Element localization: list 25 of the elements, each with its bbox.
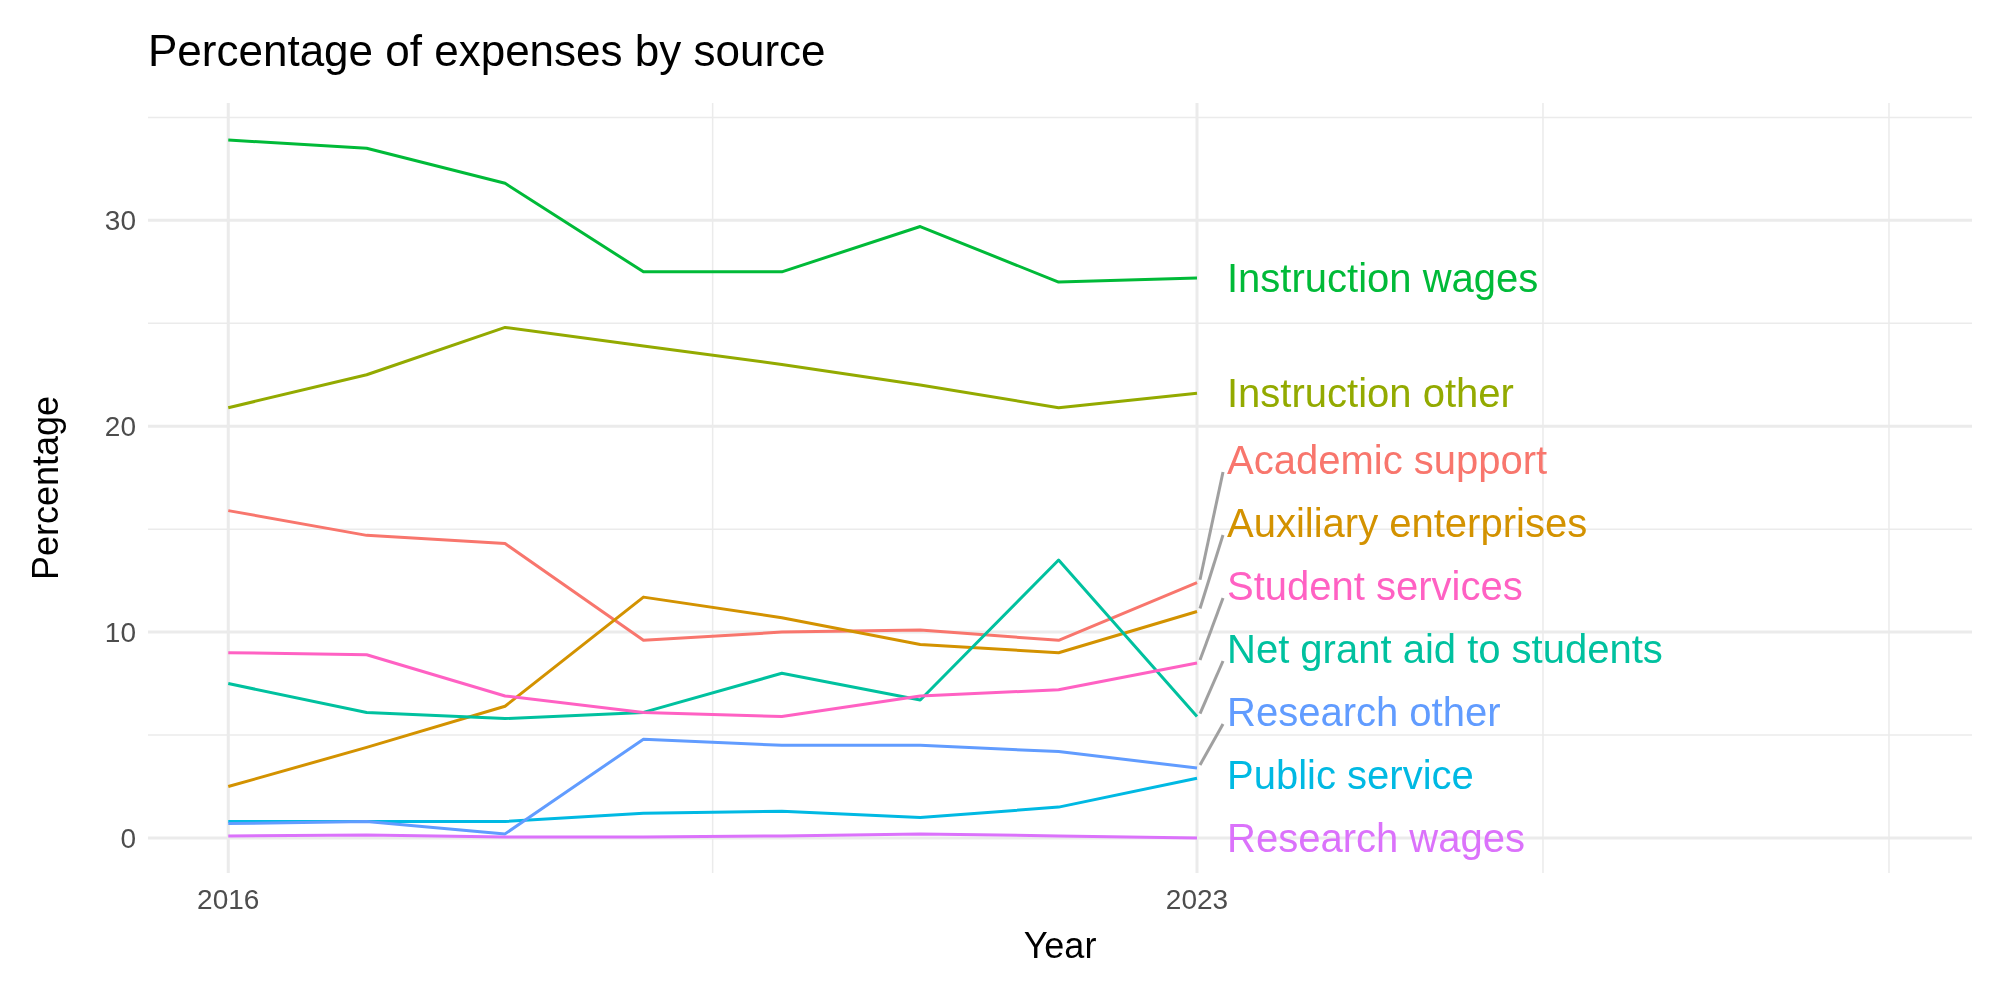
- text: Academic support: [1227, 438, 1548, 482]
- series-label: Auxiliary enterprises: [1227, 501, 1588, 545]
- series-label: Research wages: [1227, 816, 1525, 860]
- y-tick-label: 10: [104, 616, 136, 648]
- y-tick-label: 30: [104, 205, 136, 237]
- line-series: [226, 595, 1199, 789]
- series-label: Instruction wages: [1227, 256, 1539, 300]
- x-tick-label: 2023: [1165, 884, 1229, 915]
- line-series: [226, 737, 1199, 836]
- x-axis-title: Year: [1023, 925, 1097, 966]
- series-label: Research other: [1227, 690, 1501, 734]
- chart-title: Percentage of expenses by source: [148, 26, 826, 75]
- y-axis-title: Percentage: [25, 395, 66, 581]
- series-label: Public service: [1227, 753, 1474, 797]
- line-series: [226, 651, 1199, 719]
- line-series: [226, 138, 1199, 284]
- x-tick-label: 2016: [197, 884, 260, 915]
- y-tick-label: 0: [120, 822, 136, 854]
- series-label: Instruction other: [1227, 371, 1514, 416]
- line-series: [226, 558, 1199, 721]
- series-label: Student services: [1227, 564, 1523, 608]
- series-label: Net grant aid to students: [1227, 627, 1663, 671]
- line-series: [226, 325, 1199, 410]
- y-tick-label: 20: [104, 411, 136, 443]
- line-series: [226, 509, 1199, 642]
